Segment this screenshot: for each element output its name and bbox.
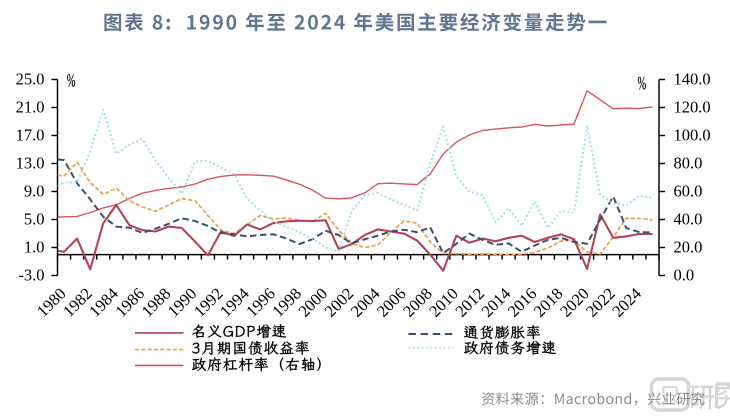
svg-text:13.0: 13.0 [16,154,45,173]
svg-text:120.0: 120.0 [674,98,711,117]
svg-text:-3.0: -3.0 [18,266,44,285]
svg-text:40.0: 40.0 [674,210,703,229]
svg-text:100.0: 100.0 [674,126,711,145]
svg-text:20.0: 20.0 [674,238,703,257]
svg-text:0.0: 0.0 [674,266,695,285]
svg-text:25.0: 25.0 [16,70,45,89]
svg-text:5.0: 5.0 [24,210,45,229]
svg-text:17.0: 17.0 [16,126,45,145]
svg-text:9.0: 9.0 [24,182,45,201]
svg-text:60.0: 60.0 [674,182,703,201]
svg-text:140.0: 140.0 [674,70,711,89]
svg-text:21.0: 21.0 [16,98,45,117]
svg-text:80.0: 80.0 [674,154,703,173]
svg-text:1.0: 1.0 [24,238,45,257]
